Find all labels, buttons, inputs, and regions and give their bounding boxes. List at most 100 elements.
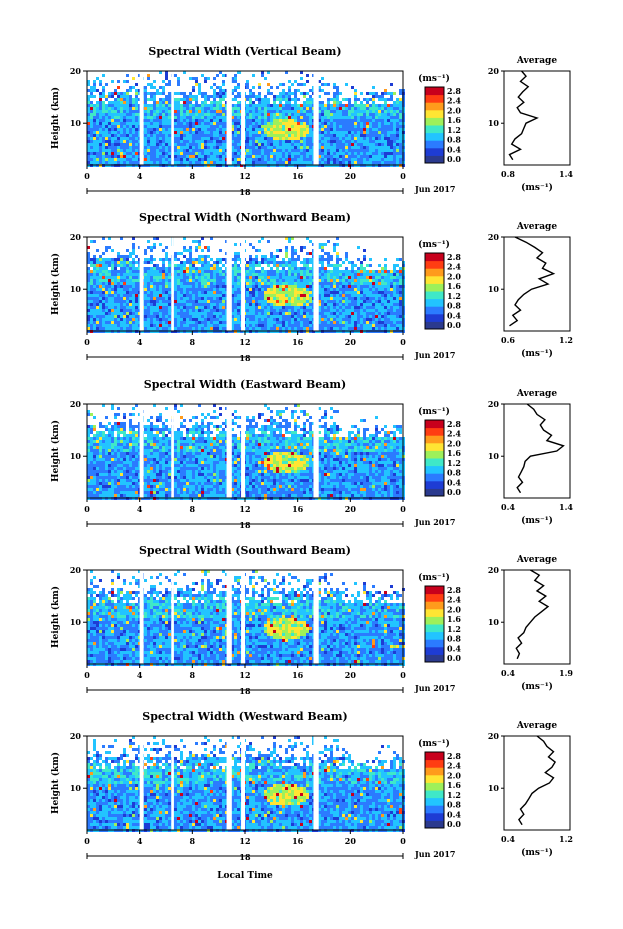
colorbar-tick-label: 0.8 [447,135,461,145]
colorbar-segment [425,140,444,149]
x-tick-label: 0 [84,670,90,680]
panel-4: Spectral Width (Westward Beam) 20 10 Height… [50,710,573,862]
data-gap [241,71,245,165]
profile-line [508,70,539,161]
colorbar-segment [425,275,444,284]
profile-plot: Average 20 10 0.6 1.2 (ms⁻¹) [488,222,573,359]
y-axis-label: Height (km) [50,420,61,482]
colorbar-segment [425,646,444,655]
colorbar-tick-label: 2.0 [447,604,461,614]
colorbar-tick-label: 0.4 [447,310,461,320]
colorbar-tick-label: 0.8 [447,634,461,644]
panel-title: Spectral Width (Northward Beam) [139,211,351,224]
data-gap [171,71,174,165]
colorbar-tick-label: 0.0 [447,819,461,829]
colorbar: (ms⁻¹) 2.82.42.01.61.20.80.40.0 [418,572,461,663]
profile-frame [503,236,571,332]
profile-frame [503,70,571,166]
x-tick-label: 0 [400,171,406,181]
colorbar-segment [425,321,444,330]
colorbar-tick-label: 1.6 [447,780,461,790]
data-gap [313,237,319,331]
x-tick-label: 4 [137,504,143,514]
profile-x-tick-label: 0.8 [501,169,515,179]
colorbar-tick-label: 2.4 [447,96,461,106]
profile-line [516,403,565,494]
data-gap [139,71,144,165]
y-tick-label: 10 [70,617,82,627]
profile-x-tick-label: 1.2 [559,834,573,844]
profile-x-tick-label: 1.4 [559,502,573,512]
profile-title: Average [516,721,557,731]
colorbar-tick-label: 1.2 [447,125,461,135]
colorbar-unit: (ms⁻¹) [418,406,450,417]
month-label: Jun 2017 [414,517,455,527]
data-gap [171,404,174,498]
profile-x-tick-label: 1.2 [559,335,573,345]
colorbar-tick-label: 1.2 [447,624,461,634]
panel-1: Spectral Width (Northward Beam) 20 10 Heigh… [50,211,573,363]
colorbar: (ms⁻¹) 2.82.42.01.61.20.80.40.0 [418,239,461,330]
colorbar-segment [425,631,444,640]
profile-y-tick-label: 20 [488,399,500,409]
x-tick-label: 20 [345,836,357,846]
profile-line [518,735,557,826]
profile-title: Average [516,222,557,232]
colorbar-segment [425,109,444,118]
colorbar-tick-label: 2.8 [447,419,461,429]
colorbar-segment [425,253,444,262]
x-tick-label: 12 [239,337,250,347]
colorbar-unit: (ms⁻¹) [418,73,450,84]
x-tick-label: 0 [84,337,90,347]
colorbar-segment [425,759,444,768]
colorbar-segment [425,427,444,436]
colorbar-tick-label: 0.0 [447,653,461,663]
colorbar-segment [425,774,444,783]
profile-plot: Average 20 10 0.4 1.4 (ms⁻¹) [488,389,574,526]
profile-x-tick-label: 1.9 [559,668,573,678]
y-axis-label: Height (km) [50,87,61,149]
date-label: 18 [239,353,251,363]
profile-frame [503,735,571,831]
x-axis-label: Local Time [217,871,273,881]
y-tick-label: 10 [70,118,82,128]
colorbar-unit: (ms⁻¹) [418,738,450,749]
profile-x-tick-label: 0.4 [501,668,515,678]
x-tick-label: 16 [292,171,304,181]
colorbar-tick-label: 2.8 [447,252,461,262]
heatmap [87,570,405,666]
x-tick-label: 12 [239,836,250,846]
colorbar-segment [425,87,444,96]
colorbar-frame [424,419,445,497]
colorbar-segment [425,601,444,610]
data-gap [171,570,174,664]
panel-3: Spectral Width (Southward Beam) 20 10 Heigh… [50,544,573,696]
data-gap [171,237,174,331]
profile-plot: Average 20 10 0.4 1.2 (ms⁻¹) [488,721,573,858]
y-tick-label: 10 [70,451,82,461]
colorbar-segment [425,639,444,648]
data-gap [226,736,232,830]
profile-plot: Average 20 10 0.8 1.4 (ms⁻¹) [488,56,574,193]
data-gap [226,570,232,664]
x-tick-label: 0 [84,171,90,181]
y-tick-label: 20 [70,232,82,242]
colorbar-tick-label: 0.8 [447,301,461,311]
profile-frame [503,569,571,665]
data-gap [313,71,319,165]
colorbar-segment [425,488,444,497]
colorbar-segment [425,790,444,799]
y-tick-label: 10 [70,284,82,294]
data-gap [226,237,232,331]
colorbar-segment [425,102,444,111]
colorbar-tick-label: 0.8 [447,800,461,810]
colorbar-tick-label: 2.4 [447,429,461,439]
colorbar-segment [425,616,444,625]
y-axis-label: Height (km) [50,253,61,315]
x-tick-label: 8 [190,504,196,514]
colorbar-segment [425,805,444,814]
x-tick-label: 8 [190,337,196,347]
x-tick-label: 20 [345,670,357,680]
heatmap [87,71,405,167]
